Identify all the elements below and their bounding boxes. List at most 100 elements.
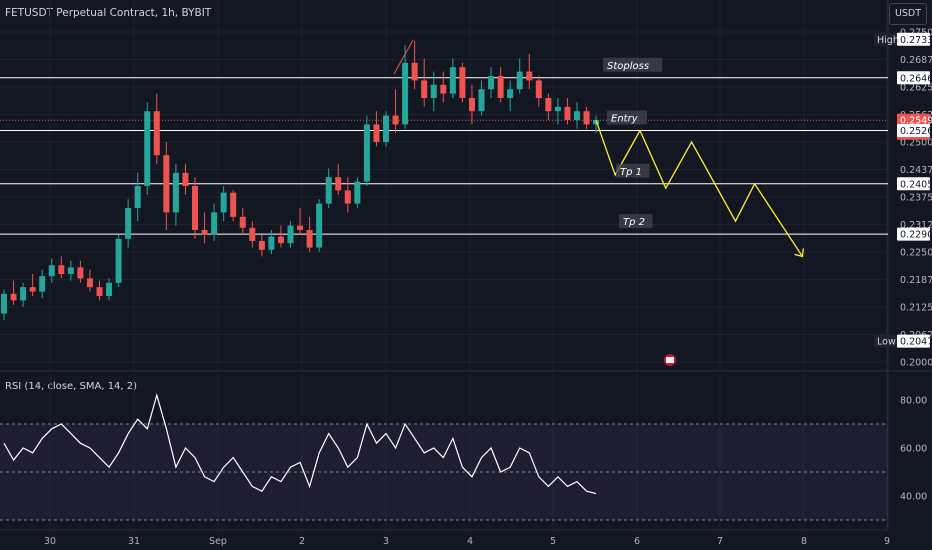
candle-body: [125, 208, 132, 239]
candle-body: [58, 265, 65, 274]
x-tick-label: 6: [634, 536, 640, 547]
x-tick-label: 2: [299, 536, 305, 547]
level-annotation-bg: [603, 57, 663, 72]
candle-body: [230, 192, 237, 217]
projection-arrowhead: [794, 248, 805, 258]
candle-body: [39, 276, 46, 292]
candle-body: [411, 62, 418, 81]
candle-body: [211, 212, 218, 235]
candles: [1, 39, 600, 321]
candle-body: [258, 241, 265, 250]
candle-body: [316, 203, 323, 248]
x-tick-label: 7: [717, 536, 723, 547]
candle-body: [96, 287, 103, 296]
y-tick-label: 0.26875: [900, 55, 932, 66]
level-annotation-label: Stoploss: [607, 61, 649, 72]
y-tick-label: 0.20000: [900, 358, 932, 369]
level-annotation-label: Tp 1: [620, 167, 642, 178]
level-annotation-bg: [616, 163, 650, 178]
price-tag-value: 0.27335: [900, 35, 932, 46]
x-tick-label: 30: [44, 536, 56, 547]
price-tag-value: 0.20475: [900, 337, 932, 348]
candle-body: [163, 155, 170, 213]
candle-body: [249, 227, 256, 241]
candle-body: [516, 71, 523, 90]
chart-title: FETUSDT Perpetual Contract, 1h, BYBIT: [5, 7, 212, 19]
candle-body: [459, 67, 466, 98]
price-tag-box: [897, 177, 930, 191]
candle-body: [335, 177, 342, 191]
candle-body: [172, 172, 179, 213]
candle-body: [144, 111, 151, 186]
price-tag-box: [897, 334, 930, 348]
event-flag-icon[interactable]: [664, 354, 676, 366]
projection-path: [595, 120, 805, 258]
price-tag: 0.20475 Low: [874, 334, 932, 348]
candle-body: [564, 106, 571, 120]
candle-body: [287, 225, 294, 244]
price-tag-value: 0.25495: [900, 116, 932, 127]
price-tag-box: [897, 227, 930, 241]
candle-body: [192, 186, 198, 230]
projection-line: [595, 120, 803, 257]
candle-body: [373, 124, 380, 142]
level-annotation-label: Entry: [611, 114, 639, 125]
currency-button[interactable]: USDT: [889, 3, 927, 25]
candle-body: [383, 115, 389, 142]
price-tag-box: [897, 32, 930, 46]
candle-body: [86, 278, 93, 288]
price-levels: [0, 77, 888, 235]
candle-body: [354, 181, 361, 204]
candle-body: [239, 216, 246, 228]
price-tag-label: High: [877, 35, 899, 46]
annotations: Stoploss Entry Tp 1 Tp 2: [603, 57, 676, 366]
candle-body: [363, 124, 370, 182]
candle-body: [430, 84, 437, 98]
x-tick-label: 4: [467, 536, 473, 547]
candle-body: [182, 172, 189, 186]
candle-body: [507, 89, 514, 98]
candle-body: [497, 76, 504, 98]
candle-body: [468, 98, 475, 112]
rsi-bands: [0, 423, 888, 521]
price-tag: 0.22905: [897, 227, 932, 241]
candle-body: [201, 230, 208, 235]
level-annotation-label: Tp 2: [623, 217, 645, 228]
candle-body: [220, 192, 227, 213]
trend-line: [393, 39, 414, 75]
candle-body: [153, 111, 160, 156]
rsi-series-line: [3, 393, 597, 495]
candle-body: [134, 186, 141, 208]
rsi-y-tick-label: 60.00: [900, 444, 927, 455]
candle-body: [48, 265, 55, 277]
x-tick-label: Sep: [209, 536, 227, 547]
price-tag: 0.27335High: [874, 32, 932, 46]
candle-body: [421, 80, 428, 98]
y-tick-label: 0.24375: [900, 165, 932, 176]
rsi-y-tick-label: 80.00: [900, 396, 927, 407]
candle-body: [115, 238, 122, 283]
candle-body: [297, 225, 304, 230]
price-tag-label-bg: [874, 334, 897, 348]
candle-body: [344, 190, 351, 204]
candle-body: [1, 293, 7, 314]
rsi-indicator-label[interactable]: RSI (14, close, SMA, 14, 2): [5, 381, 138, 392]
price-tag-box: [897, 71, 930, 85]
candle-body: [306, 230, 313, 248]
candle-body: [440, 84, 447, 94]
candle-body: [526, 71, 533, 81]
y-tick-label: 0.21875: [900, 275, 932, 286]
candle-body: [325, 177, 332, 204]
x-tick-label: 3: [383, 536, 389, 547]
x-tick-label: 31: [128, 536, 140, 547]
level-annotation-bg: [619, 214, 653, 229]
